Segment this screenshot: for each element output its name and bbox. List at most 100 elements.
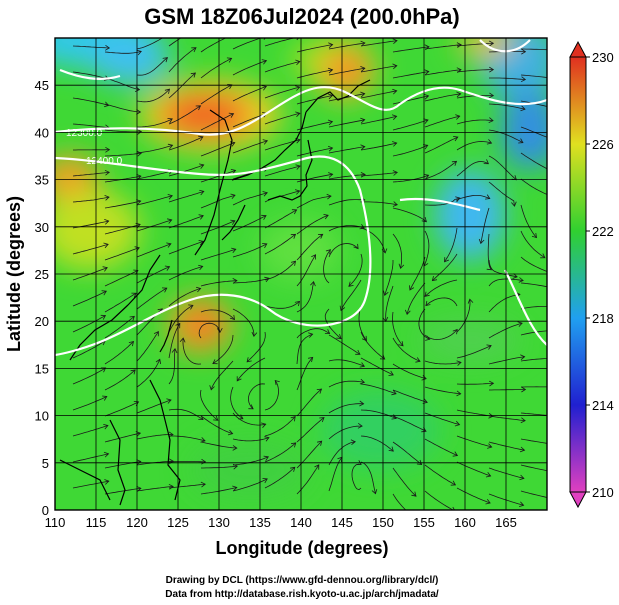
streamline [480,207,490,244]
streamline [296,417,325,443]
streamline-arrowhead [478,238,485,245]
streamline-arrowhead [485,472,492,478]
streamline-arrowhead [467,298,474,304]
streamline [200,389,219,421]
streamline [296,69,333,79]
plot-frame [54,37,548,511]
streamline [104,487,141,495]
chart-title: GSM 18Z06Jul2024 (200.0hPa) [144,4,460,29]
streamline [232,308,255,337]
streamline [425,297,458,307]
streamline [168,47,197,73]
streamline-arrowhead [295,164,301,170]
streamline [520,126,547,138]
streamline-arrowhead [517,321,523,327]
streamline [136,170,173,180]
streamline-arrowhead [200,481,206,488]
streamline-arrowhead [452,506,455,510]
streamline-arrowhead [230,193,236,200]
y-tick-label: 20 [35,314,49,329]
streamline [168,105,201,125]
streamline [136,57,168,76]
streamline-arrowhead [553,48,557,53]
streamline-arrowhead [360,117,366,124]
streamline-arrowhead [264,276,270,283]
streamline-arrowhead [486,344,492,350]
streamline-arrowhead [326,193,332,200]
y-tick-label: 40 [35,125,49,140]
streamline-arrowhead [102,266,108,272]
plot-area: 12300.0 12400.0 [55,38,557,510]
streamline [264,416,296,437]
streamline [360,357,394,376]
streamline-arrowhead [167,38,169,39]
streamline [200,57,232,79]
streamline [392,119,429,131]
streamline-arrowhead [356,460,362,465]
streamline-arrowhead [161,287,168,293]
streamline-arrowhead [421,216,427,223]
streamline [264,165,301,177]
streamline-arrowhead [103,424,109,430]
streamline [232,192,268,206]
streamline [328,119,365,128]
streamline [136,38,164,50]
streamline [520,306,547,310]
streamline-arrowhead [251,331,258,338]
streamline [72,396,107,411]
streamline [360,383,397,395]
x-tick-label: 150 [372,515,394,530]
streamline [520,282,547,288]
streamline-arrowhead [521,48,527,55]
streamline-arrowhead [136,199,142,205]
streamline [104,316,135,339]
streamline-arrowhead [232,485,238,492]
streamline [168,241,204,255]
streamline [136,434,174,440]
streamline [392,95,429,105]
streamline [360,115,397,125]
streamline-arrowhead [104,479,110,485]
streamline-arrowhead [136,129,143,135]
streamline [296,281,314,313]
streamline [392,311,404,347]
streamline-arrowhead [295,59,301,66]
streamline [340,279,362,311]
streamline [296,195,332,209]
streamline [328,334,361,355]
colorbar-gradient [569,56,587,493]
y-tick-label: 5 [42,456,49,471]
streamline-arrowhead [310,280,316,287]
colorbar-tick-label: 218 [592,311,614,326]
streamline [360,461,376,494]
streamline-arrowhead [294,189,301,195]
streamline-arrowhead [323,214,329,220]
streamline-arrowhead [360,66,366,72]
streamline [520,256,547,272]
streamline [456,299,471,333]
streamline [418,308,430,340]
streamline [520,438,547,444]
streamline [488,259,518,278]
streamline [296,333,313,365]
streamline-arrowhead [136,486,142,492]
streamline [424,438,458,456]
streamline-arrowhead [167,118,173,124]
streamline-arrowhead [350,439,356,446]
streamline-arrowhead [136,109,142,115]
credit-line-1: Drawing by DCL (https://www.gfd-dennou.o… [166,575,439,586]
streamline-arrowhead [553,442,557,447]
streamline [328,359,365,367]
streamline [392,207,427,223]
streamline [424,44,462,50]
streamline-arrowhead [263,455,269,461]
streamline-arrowhead [520,417,526,424]
streamline-arrowhead [553,304,557,309]
streamline [232,140,268,154]
streamline-arrowhead [248,404,254,410]
x-tick-label: 130 [208,515,230,530]
streamline-arrowhead [488,92,495,99]
y-tick-label: 15 [35,361,49,376]
streamline-arrowhead [355,349,361,355]
streamline [456,382,494,385]
